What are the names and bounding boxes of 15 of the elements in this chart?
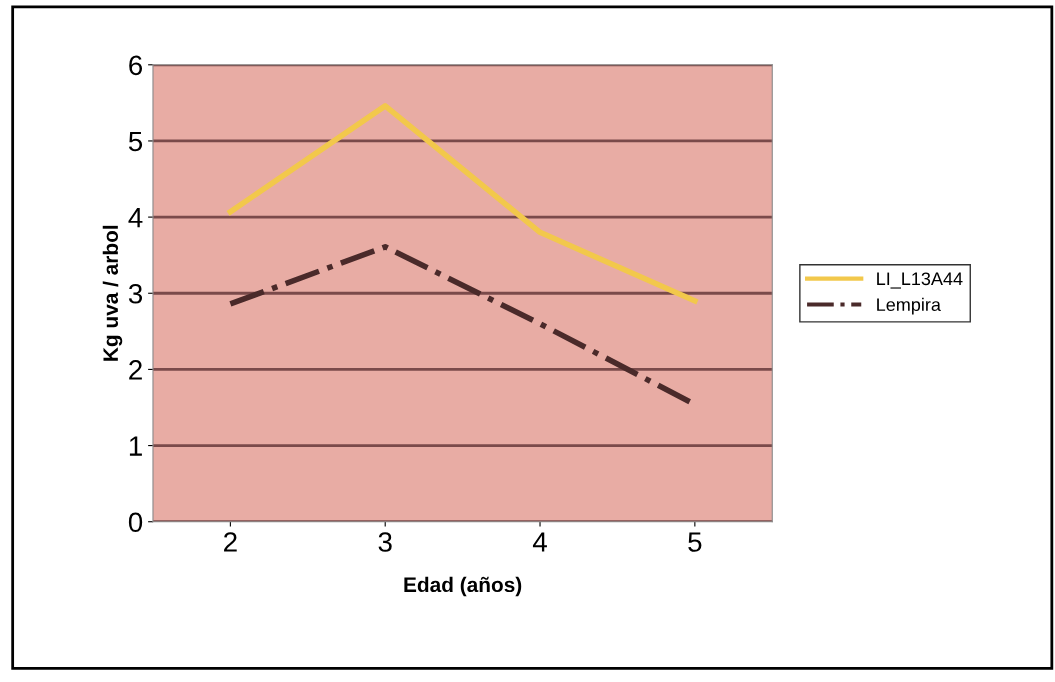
x-tick-label: 2 [224, 532, 237, 552]
x-tick-label: 3 [378, 532, 392, 552]
y-tick-label: 2 [129, 360, 142, 380]
y-tick-label: 5 [128, 131, 143, 152]
x-tick-label: 5 [688, 532, 702, 552]
y-axis-title: Kg uva / arbol [102, 225, 123, 361]
legend-label: Lempira [877, 297, 941, 315]
y-tick-label: 3 [128, 283, 143, 304]
y-tick-label: 4 [128, 208, 143, 228]
y-tick-label: 0 [128, 512, 143, 533]
y-tick-label: 6 [129, 55, 143, 76]
x-tick-label: 4 [532, 532, 547, 552]
x-axis-title: Edad (años) [404, 576, 522, 597]
y-tick-label: 1 [129, 436, 142, 456]
legend-label: LI_L13A44 [877, 272, 963, 289]
